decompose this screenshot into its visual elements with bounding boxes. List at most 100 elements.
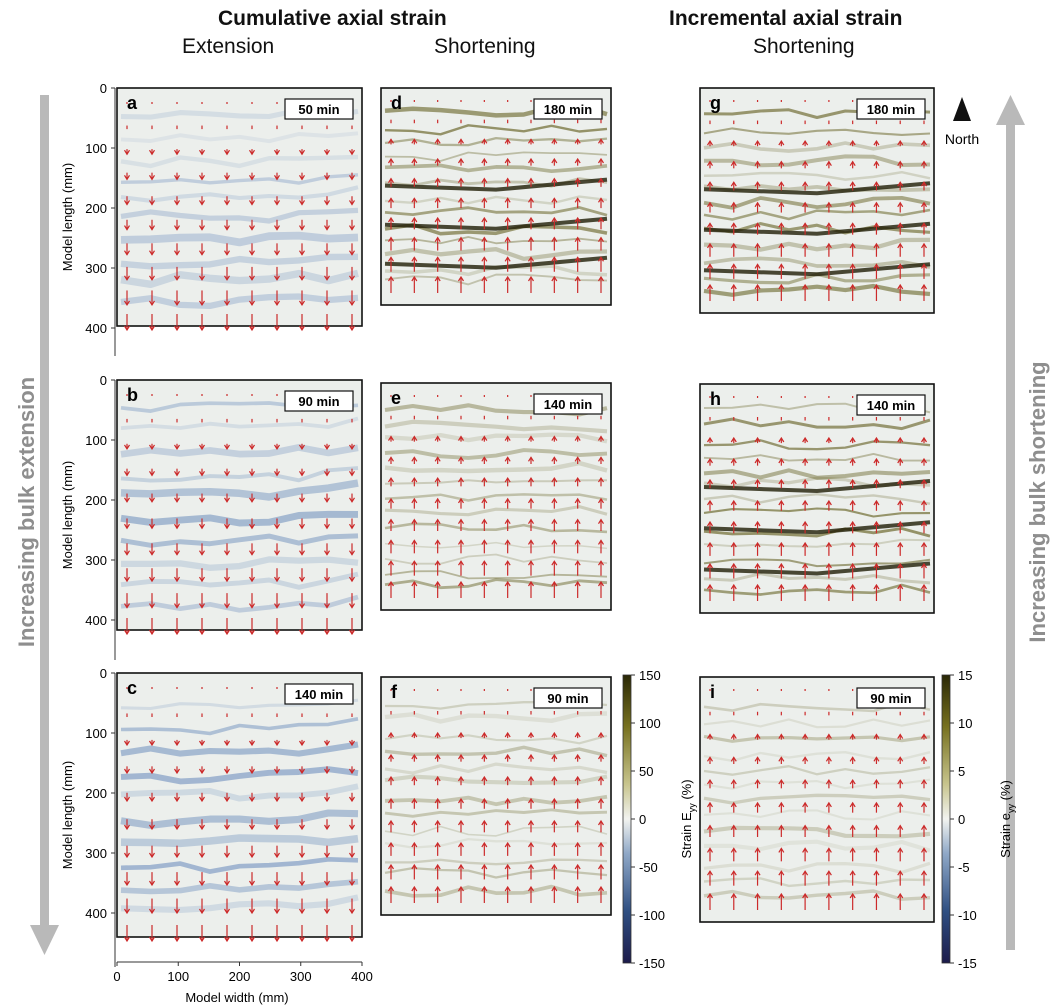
displacement-arrow xyxy=(434,256,441,272)
displacement-arrow xyxy=(198,493,206,503)
displacement-arrow xyxy=(323,266,331,281)
strain-band xyxy=(120,253,359,270)
displacement-arrow xyxy=(730,201,737,213)
displacement-arrow xyxy=(123,149,131,156)
displacement-arrow xyxy=(198,266,206,281)
displacement-arrow xyxy=(148,314,156,332)
displacement-arrow xyxy=(123,290,131,307)
displacement-arrow xyxy=(802,478,809,489)
displacement-arrow xyxy=(527,476,535,487)
displacement-arrow xyxy=(551,775,558,786)
displacement-arrow xyxy=(223,518,231,530)
time-label: 180 min xyxy=(533,98,603,120)
header-incremental: Incremental axial strain xyxy=(669,7,903,30)
y-tick-label: 400 xyxy=(85,613,107,628)
displacement-arrow xyxy=(825,541,832,556)
displacement-arrow xyxy=(148,898,156,915)
displacement-arrow xyxy=(323,196,331,206)
displacement-arrow xyxy=(248,443,256,451)
displacement-arrow xyxy=(825,201,832,213)
displacement-arrow xyxy=(411,197,418,209)
displacement-arrow xyxy=(574,775,581,786)
displacement-arrow xyxy=(248,766,256,775)
displacement-arrow xyxy=(411,819,418,833)
displacement-arrow xyxy=(173,219,181,231)
displacement-arrow xyxy=(597,435,605,442)
displacement-arrow xyxy=(298,196,306,206)
displacement-arrow xyxy=(825,520,832,534)
displacement-arrow xyxy=(348,196,356,206)
displacement-arrow xyxy=(920,583,928,601)
displacement-arrow xyxy=(248,593,256,609)
strain-band xyxy=(703,765,931,776)
displacement-arrow xyxy=(173,443,181,451)
displacement-arrow xyxy=(778,436,785,444)
displacement-arrow xyxy=(323,243,331,256)
displacement-arrow xyxy=(273,149,281,156)
displacement-arrow xyxy=(873,222,880,235)
displacement-arrow xyxy=(527,518,535,531)
displacement-arrow xyxy=(411,539,418,554)
displacement-arrow xyxy=(527,236,535,251)
displacement-arrow xyxy=(802,733,809,740)
colorbar-tick-label: 10 xyxy=(958,716,972,731)
displacement-arrow xyxy=(148,925,156,943)
time-label: 140 min xyxy=(284,683,354,705)
displacement-arrow xyxy=(148,766,156,775)
displacement-arrow xyxy=(198,219,206,231)
displacement-arrow xyxy=(802,778,809,789)
displacement-arrow xyxy=(825,436,832,444)
displacement-arrow xyxy=(754,583,761,601)
panel-letter: c xyxy=(127,678,137,698)
displacement-arrow xyxy=(298,593,306,609)
panel-letter: a xyxy=(127,93,138,113)
displacement-arrow xyxy=(434,797,441,809)
displacement-arrow xyxy=(574,435,581,442)
displacement-arrow xyxy=(457,456,465,464)
colorbar-tick-label: 0 xyxy=(639,812,646,827)
displacement-arrow xyxy=(323,593,331,609)
displacement-arrow xyxy=(873,733,880,740)
displacement-arrow xyxy=(273,593,281,609)
strain-band xyxy=(120,231,359,247)
y-tick-label: 300 xyxy=(85,261,107,276)
displacement-arrow xyxy=(873,139,880,147)
panel-frame xyxy=(380,382,612,611)
displacement-arrow xyxy=(387,797,395,809)
displacement-arrow xyxy=(387,236,395,251)
displacement-arrow xyxy=(778,778,785,789)
displacement-arrow xyxy=(273,792,281,803)
displacement-arrow xyxy=(706,222,714,235)
displacement-arrow xyxy=(527,138,535,145)
displacement-arrow xyxy=(411,275,418,293)
displacement-arrow xyxy=(873,457,880,466)
displacement-arrow xyxy=(481,797,488,809)
strain-band xyxy=(120,717,359,736)
y-axis: 0 100 200 300 400 Model length (mm) xyxy=(60,373,116,660)
displacement-arrow xyxy=(873,847,880,862)
x-tick-label: 100 xyxy=(167,969,189,984)
displacement-arrow xyxy=(920,436,928,444)
displacement-arrow xyxy=(223,568,231,583)
displacement-arrow xyxy=(457,476,465,487)
displacement-arrow xyxy=(849,201,856,213)
displacement-arrow xyxy=(411,797,418,809)
displacement-arrow xyxy=(597,539,605,554)
displacement-arrow xyxy=(706,778,714,789)
displacement-arrow xyxy=(597,863,605,880)
displacement-arrow xyxy=(754,892,761,910)
displacement-arrow xyxy=(574,216,581,230)
displacement-arrow xyxy=(173,898,181,915)
displacement-arrow xyxy=(574,863,581,880)
displacement-arrow xyxy=(551,157,558,166)
displacement-arrow xyxy=(434,456,441,464)
displacement-arrow xyxy=(457,841,465,856)
displacement-arrow xyxy=(706,478,714,489)
strain-band xyxy=(703,154,931,168)
displacement-arrow xyxy=(802,139,809,147)
strain-band xyxy=(384,493,608,502)
time-label: 140 min xyxy=(856,394,926,416)
displacement-arrow xyxy=(527,539,535,554)
displacement-arrow xyxy=(873,778,880,789)
displacement-arrow xyxy=(551,275,558,293)
